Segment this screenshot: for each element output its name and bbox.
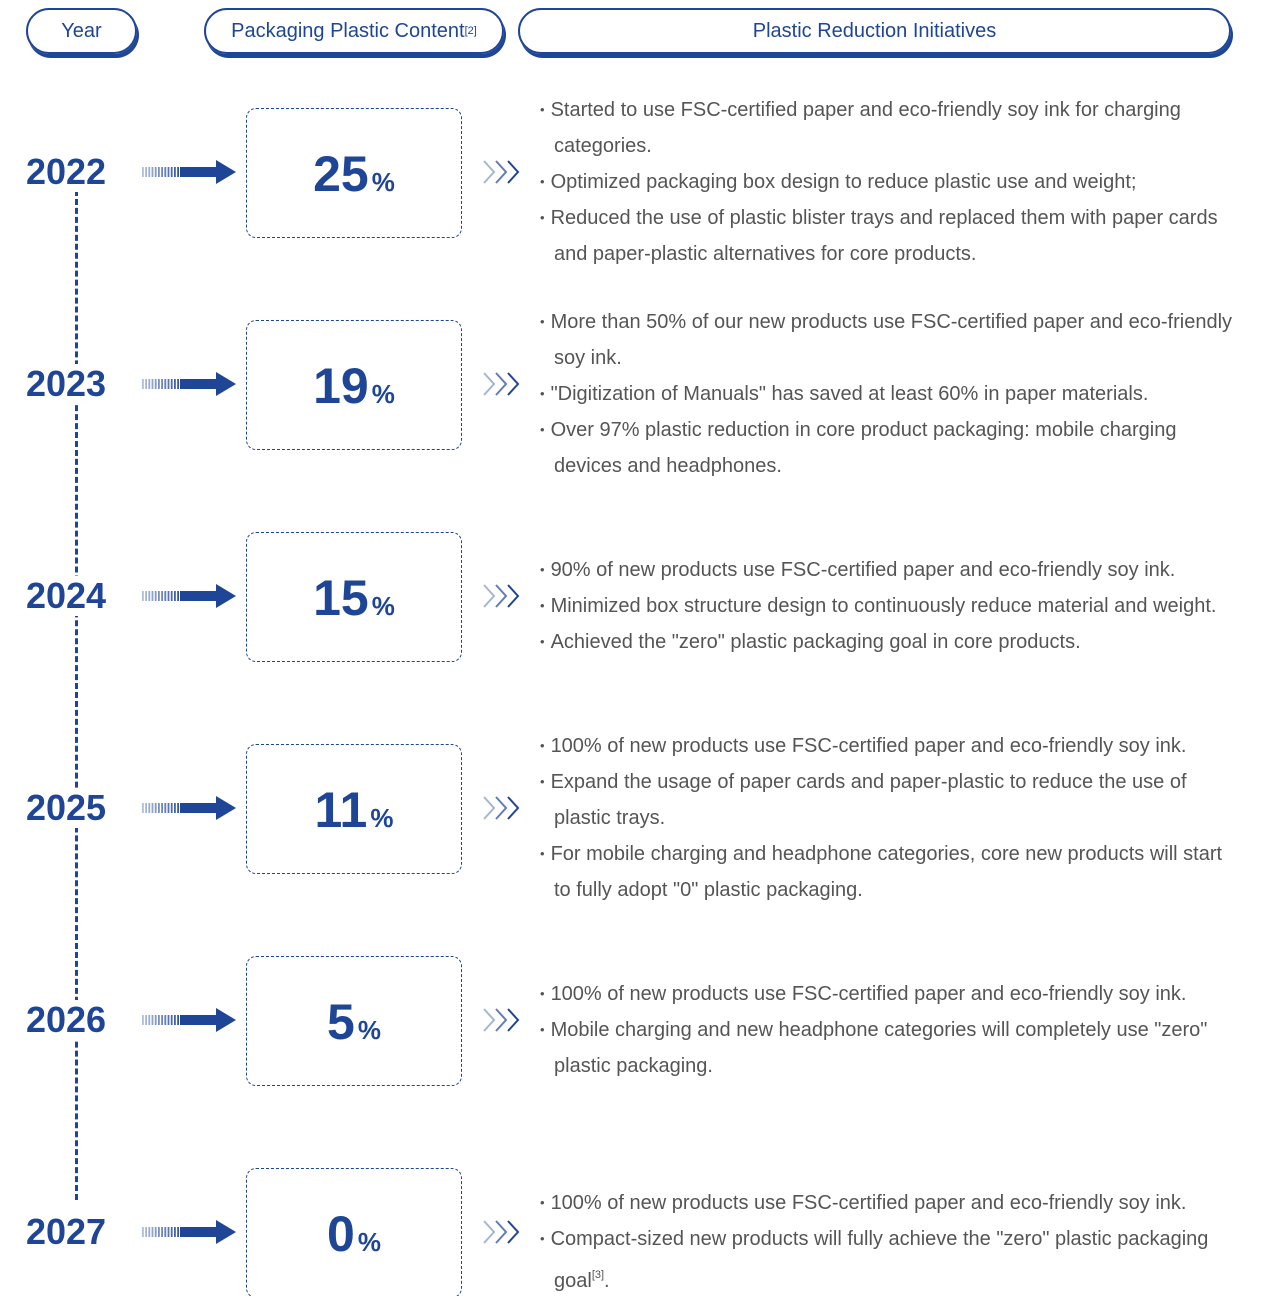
initiatives: More than 50% of our new products use FS… xyxy=(538,288,1238,500)
content-header-text: Packaging Plastic Content xyxy=(231,19,465,42)
value-box: 25% xyxy=(246,108,462,238)
unit: % xyxy=(371,591,395,621)
initiatives: 90% of new products use FSC-certified pa… xyxy=(538,500,1238,712)
initiative: 100% of new products use FSC-certified p… xyxy=(538,1185,1238,1221)
initiative: Achieved the "zero" plastic packaging go… xyxy=(538,624,1238,660)
year: 2023 xyxy=(20,364,112,404)
unit: % xyxy=(370,803,394,833)
initiative: Started to use FSC-certified paper and e… xyxy=(538,92,1238,164)
value-box: 0% xyxy=(246,1168,462,1296)
unit: % xyxy=(371,167,395,197)
initiative: Reduced the use of plastic blister trays… xyxy=(538,200,1238,272)
initiative-tail: . xyxy=(604,1270,610,1292)
arrow xyxy=(142,372,236,396)
initiative-text: Compact-sized new products will fully ac… xyxy=(550,1228,1209,1292)
initiative: 90% of new products use FSC-certified pa… xyxy=(538,552,1238,588)
value-box: 11% xyxy=(246,744,462,874)
initiative-text: 100% of new products use FSC-certified p… xyxy=(550,983,1187,1005)
value: 25 xyxy=(313,146,369,202)
initiative-text: Achieved the "zero" plastic packaging go… xyxy=(550,631,1081,653)
arrow xyxy=(142,1220,236,1244)
initiative-text: Mobile charging and new headphone catego… xyxy=(550,1019,1208,1077)
arrow xyxy=(142,584,236,608)
unit: % xyxy=(357,1227,381,1257)
initiatives: 100% of new products use FSC-certified p… xyxy=(538,1136,1238,1296)
initiative: For mobile charging and headphone catego… xyxy=(538,836,1238,908)
initiative-text: "Digitization of Manuals" has saved at l… xyxy=(550,383,1149,405)
chevrons xyxy=(483,1008,520,1032)
initiative: "Digitization of Manuals" has saved at l… xyxy=(538,376,1238,412)
chevrons xyxy=(483,584,520,608)
year: 2022 xyxy=(20,152,112,192)
initiative: Expand the usage of paper cards and pape… xyxy=(538,764,1238,836)
initiatives-header-text: Plastic Reduction Initiatives xyxy=(752,19,997,42)
year: 2025 xyxy=(20,788,112,828)
initiative-text: Minimized box structure design to contin… xyxy=(550,595,1217,617)
initiative-text: 100% of new products use FSC-certified p… xyxy=(550,1192,1187,1214)
value: 11 xyxy=(314,782,368,838)
initiative: Minimized box structure design to contin… xyxy=(538,588,1238,624)
value-box: 15% xyxy=(246,532,462,662)
chevrons xyxy=(483,372,520,396)
initiative: Mobile charging and new headphone catego… xyxy=(538,1012,1238,1084)
footnote: [2] xyxy=(464,25,477,37)
initiative-text: Optimized packaging box design to reduce… xyxy=(550,171,1137,193)
year-header: Year xyxy=(26,8,137,54)
initiative-text: For mobile charging and headphone catego… xyxy=(550,843,1223,901)
initiatives: 100% of new products use FSC-certified p… xyxy=(538,712,1238,924)
initiatives-header: Plastic Reduction Initiatives xyxy=(518,8,1231,54)
initiative-text: Reduced the use of plastic blister trays… xyxy=(550,207,1218,265)
initiative: 100% of new products use FSC-certified p… xyxy=(538,976,1238,1012)
value: 5 xyxy=(327,994,355,1050)
initiatives: 100% of new products use FSC-certified p… xyxy=(538,924,1238,1136)
initiative-text: 100% of new products use FSC-certified p… xyxy=(550,735,1187,757)
year-header-text: Year xyxy=(61,19,102,42)
chevrons xyxy=(483,796,520,820)
initiative: Optimized packaging box design to reduce… xyxy=(538,164,1238,200)
initiative-text: 90% of new products use FSC-certified pa… xyxy=(550,559,1176,581)
chevrons xyxy=(483,160,520,184)
year: 2027 xyxy=(20,1212,112,1252)
value: 19 xyxy=(313,358,369,414)
unit: % xyxy=(357,1015,381,1045)
initiative-text: Expand the usage of paper cards and pape… xyxy=(550,771,1187,829)
initiative-text: Over 97% plastic reduction in core produ… xyxy=(550,419,1177,477)
value-box: 19% xyxy=(246,320,462,450)
arrow xyxy=(142,160,236,184)
chevrons xyxy=(483,1220,520,1244)
year: 2024 xyxy=(20,576,112,616)
footnote: [3] xyxy=(591,1269,605,1281)
timeline xyxy=(75,190,78,1200)
unit: % xyxy=(371,379,395,409)
value: 0 xyxy=(327,1206,355,1262)
initiative-text: Started to use FSC-certified paper and e… xyxy=(550,99,1181,157)
content-header: Packaging Plastic Content [2] xyxy=(204,8,504,54)
arrow xyxy=(142,1008,236,1032)
value-box: 5% xyxy=(246,956,462,1086)
initiative: Over 97% plastic reduction in core produ… xyxy=(538,412,1238,484)
initiatives: Started to use FSC-certified paper and e… xyxy=(538,76,1238,288)
arrow xyxy=(142,796,236,820)
value: 15 xyxy=(313,570,369,626)
year: 2026 xyxy=(20,1000,112,1040)
initiative-text: More than 50% of our new products use FS… xyxy=(550,311,1233,369)
initiative: More than 50% of our new products use FS… xyxy=(538,304,1238,376)
initiative: 100% of new products use FSC-certified p… xyxy=(538,728,1238,764)
initiative: Compact-sized new products will fully ac… xyxy=(538,1221,1238,1296)
